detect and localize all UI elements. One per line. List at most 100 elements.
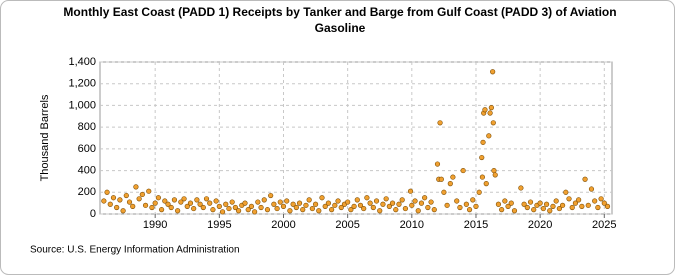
data-point bbox=[434, 161, 441, 167]
data-point bbox=[319, 195, 325, 201]
x-tick-label: 2015 bbox=[464, 219, 488, 231]
data-point bbox=[354, 197, 360, 203]
data-point bbox=[142, 202, 149, 208]
data-point bbox=[601, 200, 607, 206]
data-point bbox=[245, 207, 251, 213]
data-point bbox=[194, 197, 200, 203]
data-point bbox=[107, 201, 113, 207]
data-point bbox=[168, 204, 174, 211]
data-point bbox=[136, 196, 142, 202]
data-point bbox=[213, 198, 219, 204]
data-point bbox=[325, 200, 332, 206]
data-point bbox=[380, 201, 386, 207]
source: Source: U.S. Energy Information Administ… bbox=[30, 245, 240, 256]
data-point bbox=[306, 197, 312, 203]
data-point bbox=[422, 195, 428, 201]
data-point bbox=[415, 208, 421, 214]
data-point bbox=[508, 200, 514, 206]
data-point bbox=[588, 186, 595, 192]
data-point bbox=[312, 201, 319, 207]
y-axis-label: Thousand Barrels bbox=[39, 94, 51, 181]
data-point bbox=[149, 204, 155, 211]
data-point bbox=[332, 202, 338, 208]
data-point bbox=[383, 196, 389, 202]
x-tick-label: 2010 bbox=[400, 219, 424, 231]
data-point bbox=[338, 204, 344, 211]
data-point bbox=[296, 200, 303, 206]
data-point bbox=[492, 172, 498, 178]
data-point bbox=[479, 174, 485, 180]
data-point bbox=[579, 203, 585, 209]
data-point bbox=[582, 176, 588, 182]
data-point bbox=[197, 201, 203, 207]
data-point bbox=[511, 208, 518, 214]
data-point bbox=[329, 207, 335, 213]
data-point bbox=[450, 174, 456, 180]
data-point bbox=[576, 197, 582, 203]
data-point bbox=[130, 203, 136, 209]
data-point bbox=[152, 200, 158, 206]
data-point bbox=[377, 208, 383, 214]
data-point bbox=[418, 200, 425, 206]
data-point bbox=[569, 204, 575, 211]
data-point bbox=[444, 202, 450, 208]
data-point bbox=[232, 204, 238, 211]
data-point bbox=[348, 207, 354, 213]
data-point bbox=[316, 208, 322, 214]
data-point bbox=[386, 203, 392, 209]
data-point bbox=[223, 201, 229, 207]
data-point bbox=[364, 195, 370, 201]
data-point bbox=[175, 208, 181, 214]
data-point bbox=[200, 204, 206, 211]
data-point bbox=[216, 203, 222, 209]
data-point bbox=[502, 198, 508, 204]
data-point bbox=[219, 209, 226, 215]
y-tick-label: 600 bbox=[78, 143, 96, 155]
data-point bbox=[252, 209, 258, 215]
data-point bbox=[585, 202, 591, 208]
data-point bbox=[139, 191, 145, 198]
data-point bbox=[158, 207, 165, 213]
data-point bbox=[396, 201, 402, 207]
data-point bbox=[274, 205, 280, 212]
data-point bbox=[184, 203, 190, 209]
y-tick-label: 1,400 bbox=[68, 56, 96, 68]
data-point bbox=[482, 107, 488, 113]
data-point bbox=[604, 203, 611, 209]
data-point bbox=[559, 202, 566, 208]
data-point bbox=[300, 207, 306, 213]
data-point bbox=[412, 198, 418, 204]
data-point bbox=[543, 201, 550, 207]
data-point bbox=[476, 189, 482, 195]
data-point bbox=[335, 198, 341, 204]
y-tick-label: 1,200 bbox=[68, 78, 96, 90]
data-point bbox=[454, 198, 460, 204]
data-point bbox=[120, 208, 126, 214]
x-tick-label: 2000 bbox=[271, 219, 295, 231]
data-point bbox=[480, 139, 486, 145]
data-point bbox=[491, 167, 497, 174]
data-point bbox=[203, 196, 210, 202]
x-tick-label: 2020 bbox=[528, 219, 552, 231]
data-point bbox=[518, 185, 524, 191]
data-point bbox=[280, 203, 287, 209]
data-point bbox=[393, 207, 399, 213]
data-point bbox=[487, 110, 493, 116]
data-point bbox=[165, 201, 171, 207]
data-point bbox=[351, 203, 357, 209]
data-point bbox=[470, 197, 476, 203]
data-point bbox=[146, 188, 152, 194]
data-point bbox=[277, 199, 283, 205]
data-point bbox=[556, 205, 562, 212]
x-tick-label: 1990 bbox=[143, 219, 167, 231]
data-point bbox=[527, 199, 534, 205]
data-point bbox=[162, 198, 168, 204]
data-point bbox=[191, 205, 197, 212]
data-point bbox=[431, 207, 437, 213]
data-point bbox=[271, 201, 277, 207]
data-point bbox=[258, 204, 264, 211]
data-point bbox=[595, 204, 601, 211]
data-point bbox=[592, 198, 598, 204]
data-point bbox=[104, 189, 110, 195]
data-point bbox=[187, 200, 194, 206]
